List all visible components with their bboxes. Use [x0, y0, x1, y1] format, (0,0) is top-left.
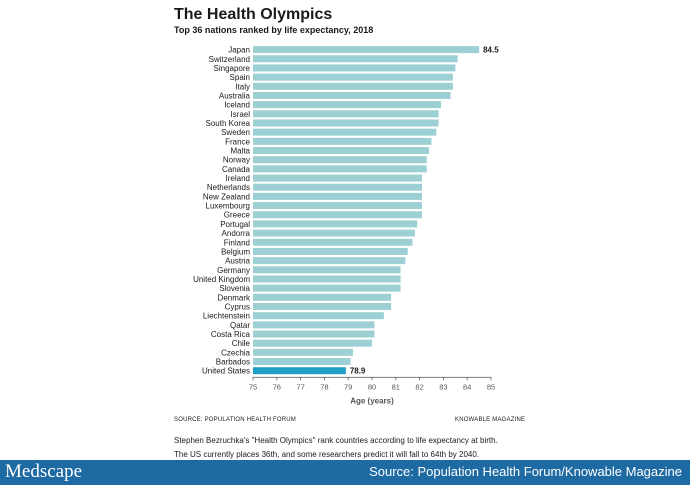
category-label: Switzerland [209, 55, 250, 64]
bar-barbados [253, 358, 351, 366]
caption-line: The US currently places 36th, and some r… [174, 450, 480, 459]
category-label: Canada [222, 165, 251, 174]
bar-andorra [253, 229, 415, 237]
x-tick-label: 78 [320, 382, 328, 391]
bar-australia [253, 91, 451, 99]
category-label: Ireland [226, 174, 250, 183]
category-label: Japan [228, 46, 250, 55]
category-label: South Korea [206, 119, 251, 128]
category-label: Belgium [221, 247, 250, 256]
category-label: Netherlands [207, 183, 250, 192]
category-label: Cyprus [225, 302, 250, 311]
bar-austria [253, 257, 406, 265]
source-note: SOURCE: POPULATION HEALTH FORUM [174, 417, 296, 423]
category-label: Malta [230, 147, 250, 156]
bar-chile [253, 339, 372, 347]
bar-malta [253, 147, 430, 155]
category-label: Finland [224, 238, 250, 247]
bar-costa-rica [253, 330, 375, 338]
category-label: Italy [235, 82, 250, 91]
category-label: Portugal [220, 220, 250, 229]
x-tick-label: 79 [344, 382, 352, 391]
bar-greece [253, 211, 422, 219]
category-label: Israel [230, 110, 250, 119]
category-label: Sweden [221, 128, 250, 137]
bar-czechia [253, 348, 353, 356]
bar-france [253, 137, 432, 145]
category-label: Chile [232, 339, 251, 348]
footer-bar: Medscape Source: Population Health Forum… [0, 460, 690, 485]
x-tick-label: 85 [487, 382, 495, 391]
bar-japan [253, 46, 480, 54]
bar-canada [253, 165, 427, 173]
x-tick-label: 77 [296, 382, 304, 391]
caption: Stephen Bezruchka's "Health Olympics" ra… [174, 434, 498, 462]
x-tick-label: 84 [463, 382, 471, 391]
chart-subtitle: Top 36 nations ranked by life expectancy… [174, 25, 374, 35]
x-tick-label: 80 [368, 382, 376, 391]
category-label: United Kingdom [193, 275, 250, 284]
category-label: Norway [223, 156, 250, 165]
category-label: Andorra [222, 229, 251, 238]
bar-netherlands [253, 183, 422, 191]
bar-chart: JapanSwitzerlandSingaporeSpainItalyAustr… [193, 46, 499, 406]
category-label: Costa Rica [211, 330, 251, 339]
category-label: Liechtenstein [203, 312, 250, 321]
category-label: Australia [219, 91, 251, 100]
category-label: Czechia [221, 348, 250, 357]
data-label: 78.9 [350, 367, 366, 376]
bar-liechtenstein [253, 312, 384, 320]
bar-qatar [253, 321, 375, 329]
bar-sweden [253, 128, 437, 136]
bar-slovenia [253, 284, 401, 292]
bar-israel [253, 110, 439, 118]
category-label: France [225, 137, 250, 146]
chart-title: The Health Olympics [174, 6, 333, 23]
category-label: Austria [225, 257, 250, 266]
category-label: Luxembourg [206, 202, 250, 211]
bar-cyprus [253, 302, 392, 310]
x-tick-label: 83 [439, 382, 447, 391]
category-label: Qatar [230, 321, 250, 330]
bar-denmark [253, 293, 392, 301]
bar-portugal [253, 220, 418, 228]
bar-italy [253, 82, 453, 90]
bar-united-states [253, 367, 346, 375]
bar-united-kingdom [253, 275, 401, 283]
bar-switzerland [253, 55, 458, 63]
bar-germany [253, 266, 401, 274]
bar-new-zealand [253, 192, 422, 200]
bar-singapore [253, 64, 456, 72]
bar-finland [253, 238, 413, 246]
category-label: Denmark [218, 293, 251, 302]
category-label: Iceland [224, 101, 250, 110]
medscape-logo: Medscape [5, 461, 83, 482]
bar-ireland [253, 174, 422, 182]
caption-line: Stephen Bezruchka's "Health Olympics" ra… [174, 436, 498, 445]
category-label: Singapore [214, 64, 251, 73]
x-axis-title: Age (years) [350, 396, 394, 405]
category-label: Slovenia [219, 284, 250, 293]
bar-norway [253, 156, 427, 164]
x-tick-label: 81 [392, 382, 400, 391]
category-label: New Zealand [203, 192, 250, 201]
bar-iceland [253, 101, 442, 109]
category-label: Greece [224, 211, 251, 220]
category-label: Germany [217, 266, 250, 275]
category-label: United States [202, 367, 250, 376]
bar-south-korea [253, 119, 439, 127]
publisher-note: KNOWABLE MAGAZINE [455, 417, 526, 423]
x-tick-label: 82 [415, 382, 423, 391]
data-label: 84.5 [483, 46, 499, 55]
footer-source: Source: Population Health Forum/Knowable… [369, 464, 682, 479]
category-label: Barbados [216, 358, 250, 367]
bar-spain [253, 73, 453, 81]
x-tick-label: 75 [249, 382, 257, 391]
bar-belgium [253, 247, 408, 255]
x-tick-label: 76 [273, 382, 281, 391]
category-label: Spain [230, 73, 250, 82]
bar-luxembourg [253, 202, 422, 210]
